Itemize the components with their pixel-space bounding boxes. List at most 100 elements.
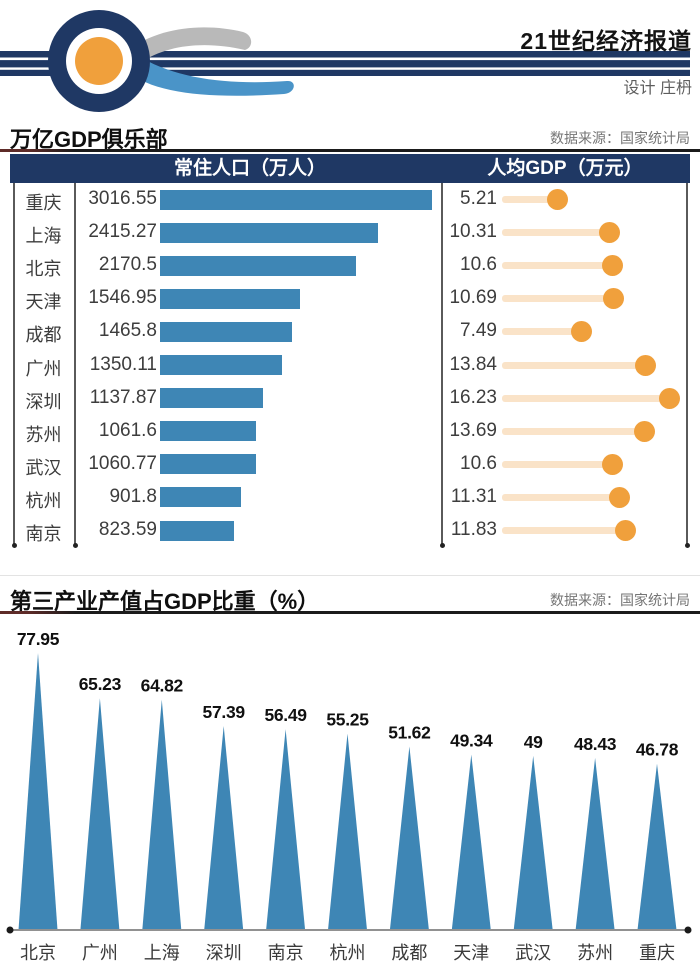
peak-city-label: 北京	[20, 943, 56, 963]
gdp-lollipop-track	[502, 361, 646, 369]
row-gdp-value: 10.6	[460, 254, 497, 276]
table-row: 苏州 1061.6 13.69	[0, 415, 700, 448]
section1-source: 数据来源：国家统计局	[550, 130, 690, 146]
section2-divider	[0, 611, 700, 614]
peak-city-label: 深圳	[206, 943, 242, 963]
row-gdp-value: 7.49	[460, 320, 497, 342]
population-bar	[160, 189, 432, 210]
row-city-label: 重庆	[25, 193, 62, 213]
peak-value-label: 51.62	[388, 723, 431, 743]
gdp-lollipop-dot	[547, 189, 569, 210]
peak-value-label: 49	[524, 732, 543, 752]
row-city-label: 北京	[25, 259, 62, 280]
peak-triangle	[18, 653, 58, 930]
table-row: 武汉 1060.77 10.6	[0, 448, 700, 481]
peak-triangle	[451, 754, 491, 930]
gdp-lollipop-track	[502, 196, 558, 203]
design-credit: 设计 庄枬	[623, 80, 692, 97]
population-bar	[160, 454, 256, 475]
gdp-lollipop-track	[502, 460, 613, 468]
column-header-gdp: 人均GDP（万元）	[487, 158, 643, 179]
gdp-lollipop-dot	[614, 520, 636, 541]
table-row: 成都 1465.8 7.49	[0, 315, 700, 348]
table-border-left	[13, 183, 15, 545]
section2-source: 数据来源：国家统计局	[550, 592, 690, 608]
row-gdp-value: 5.21	[460, 188, 497, 209]
peaks-chart: 77.95 北京 65.23 广州 64.82 上海 57.39 深圳 56.49 南京 55.25…	[6, 629, 692, 963]
peak-triangle	[142, 699, 182, 930]
table-border-right	[686, 183, 688, 545]
population-bar	[160, 255, 356, 276]
row-population-value: 2415.27	[88, 221, 157, 243]
peak-triangle	[389, 746, 429, 930]
gdp-lollipop-dot	[602, 453, 624, 475]
row-population-value: 1465.8	[98, 320, 157, 342]
row-gdp-value: 11.83	[450, 519, 497, 540]
population-bar	[160, 321, 293, 342]
gdp-lollipop-track	[502, 262, 613, 270]
row-city-label: 武汉	[25, 457, 62, 478]
peak-triangle	[266, 729, 306, 930]
population-bar	[160, 288, 300, 309]
gdp-lollipop-dot	[609, 486, 631, 508]
peak-city-label: 天津	[453, 943, 489, 963]
row-population-value: 823.59	[98, 519, 157, 540]
gdp-lollipop-dot	[659, 387, 681, 409]
logo-orange-core	[75, 37, 123, 85]
peak-value-label: 64.82	[141, 676, 184, 696]
row-gdp-value: 13.84	[449, 353, 497, 375]
peak-value-label: 55.25	[326, 710, 369, 730]
gdp-lollipop-dot	[570, 321, 592, 343]
table-row: 南京 823.59 11.83	[0, 514, 700, 547]
row-population-value: 1546.95	[88, 287, 157, 309]
population-bar	[160, 355, 282, 375]
row-gdp-value: 11.31	[450, 485, 497, 507]
section1-title: 万亿GDP俱乐部	[10, 127, 168, 152]
row-gdp-value: 10.6	[460, 452, 497, 474]
peak-city-label: 杭州	[330, 943, 366, 963]
peak-city-label: 南京	[268, 943, 304, 963]
gdp-lollipop-track	[502, 295, 614, 303]
section2-title: 第三产业产值占GDP比重（%）	[10, 589, 320, 614]
gdp-lollipop-track	[502, 527, 626, 534]
gdp-lollipop-track	[502, 229, 610, 237]
row-population-value: 2170.5	[98, 254, 157, 276]
row-gdp-value: 10.31	[449, 221, 497, 243]
row-population-value: 1060.77	[88, 452, 157, 474]
peak-triangle	[637, 763, 677, 930]
gdp-lollipop-dot	[635, 354, 657, 376]
row-city-label: 天津	[25, 292, 62, 313]
row-population-value: 1061.6	[98, 419, 157, 441]
gdp-lollipop-track	[502, 328, 582, 336]
row-city-label: 深圳	[25, 391, 62, 412]
peak-city-label: 苏州	[577, 943, 613, 963]
gdp-lollipop-dot	[599, 222, 621, 244]
section1-divider	[0, 149, 700, 152]
table-row: 天津 1546.95 10.69	[0, 282, 700, 315]
row-population-value: 1350.11	[89, 353, 157, 375]
peak-value-label: 56.49	[264, 705, 307, 725]
peak-value-label: 48.43	[574, 734, 617, 754]
logo-blue-swoosh	[126, 58, 294, 96]
table-row: 上海 2415.27 10.31	[0, 216, 700, 249]
row-population-value: 1137.87	[89, 386, 157, 408]
row-gdp-value: 13.69	[449, 419, 497, 441]
row-city-label: 上海	[25, 226, 62, 247]
brand-title: 21世纪经济报道	[520, 28, 692, 54]
table-row: 重庆 3016.55 5.21	[0, 183, 700, 216]
table-header-bar: 常住人口（万人） 人均GDP（万元）	[10, 154, 690, 183]
border-end-dot	[11, 543, 17, 548]
peak-value-label: 57.39	[203, 702, 246, 722]
peak-city-label: 成都	[391, 943, 427, 963]
column-header-population: 常住人口（万人）	[173, 158, 326, 179]
population-bar	[160, 222, 378, 243]
table-border-col1	[74, 183, 76, 545]
axis-end-dot	[684, 926, 692, 934]
peak-city-label: 武汉	[515, 943, 551, 963]
population-bar	[160, 421, 256, 442]
section2-separator	[0, 575, 700, 576]
border-end-dot	[72, 543, 78, 548]
logo-gray-swoosh	[126, 27, 252, 63]
table-row: 深圳 1137.87 16.23	[0, 382, 700, 415]
